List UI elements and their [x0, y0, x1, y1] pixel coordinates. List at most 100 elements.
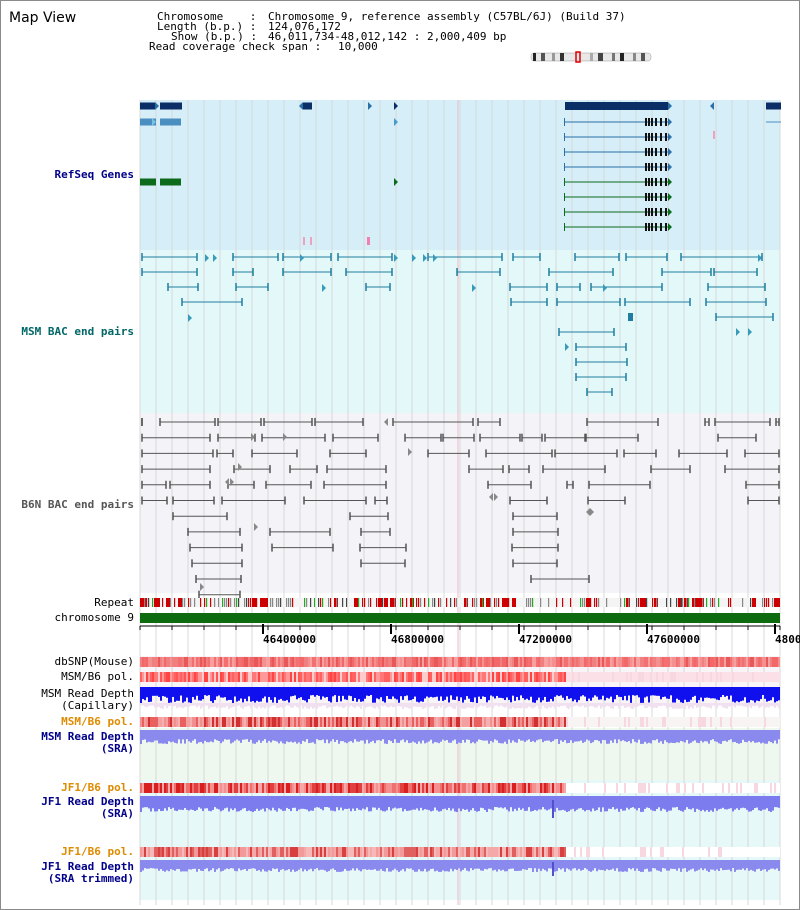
msm-sra-depth-bar: [738, 730, 740, 744]
dbsnp-cell: [410, 657, 412, 667]
jf1-pol-cell: [322, 783, 324, 793]
msm-bac-layer[interactable]: [141, 253, 774, 396]
jf1-sra-depth-bar: [176, 796, 178, 812]
msm-sra-depth-bar: [252, 730, 254, 744]
jf1-trim-depth-bar: [712, 860, 714, 870]
dbsnp-cell: [716, 657, 718, 667]
b6n-bac-layer[interactable]: [141, 418, 780, 599]
msm-sra-depth-bar: [206, 730, 208, 743]
msm-sra-depth-bar: [770, 730, 772, 743]
jf1-trim-depth-bar: [728, 860, 730, 870]
refseq-genes-layer[interactable]: [140, 102, 781, 245]
chromosome-ideogram[interactable]: [530, 51, 652, 63]
dbsnp-cell: [534, 657, 536, 667]
jf1-pol-trim-cell: [208, 847, 210, 857]
jf1-sra-depth-bar: [730, 796, 732, 809]
msm-pol-cell: [520, 672, 522, 682]
jf1-sra-depth-bar: [454, 796, 456, 812]
msm-sra-depth-bar: [278, 730, 280, 744]
jf1-pol-cell: [300, 783, 302, 793]
refseq-genes-label[interactable]: RefSeq Genes: [54, 168, 134, 181]
msm-pol-sra-cell: [616, 717, 618, 727]
jf1-sra-depth-bar: [206, 796, 208, 809]
jf1-pol-cell: [448, 783, 450, 793]
msm-b6-pol-sra-label[interactable]: MSM/B6 pol.: [61, 715, 134, 728]
msm-sra-depth-bar: [344, 730, 346, 743]
msm-sra-depth-bar: [590, 730, 592, 744]
jf1-pol-cell: [648, 783, 650, 793]
msm-capillary-depth-bar: [518, 687, 520, 701]
jf1-pol-trim-cell: [526, 847, 528, 857]
msm-capillary-depth-bar: [566, 687, 568, 697]
jf1-sra-depth-bar: [190, 796, 192, 810]
chromosome-bar[interactable]: [140, 613, 780, 623]
b6n-bac-label[interactable]: B6N BAC end pairs: [21, 498, 134, 511]
msm-pol-cell: [678, 672, 680, 682]
msm-capillary-depth-bar: [762, 687, 764, 696]
msm-pol-sra-cell: [710, 717, 712, 727]
jf1-pol-trim-cell: [640, 847, 642, 857]
jf1-sra-depth-bar: [172, 796, 174, 808]
jf1-pol-trim-cell: [166, 847, 168, 857]
jf1-pol-cell: [334, 783, 336, 793]
msm-sra-depth-bar: [304, 730, 306, 742]
msm-pol-cell: [358, 672, 360, 682]
msm-capillary-depth-bar: [336, 687, 338, 703]
jf1-depth-trim-label[interactable]: JF1 Read Depth: [41, 860, 134, 873]
msm-capillary-depth-bar: [640, 687, 642, 703]
msm-pol-sra-cell: [568, 717, 570, 727]
msm-depth-sra-label[interactable]: MSM Read Depth: [41, 730, 134, 743]
jf1-trim-depth-bar: [752, 860, 754, 871]
msm-pol-cell: [518, 672, 520, 682]
axis-tick: 47600000: [647, 633, 700, 646]
jf1-pol-cell: [210, 783, 212, 793]
repeat-element: [676, 598, 678, 607]
msm-sra-depth-bar: [188, 730, 190, 742]
jf1-sra-depth-bar: [532, 796, 534, 811]
dbsnp-cell: [264, 657, 266, 667]
jf1-pol-cell: [158, 783, 160, 793]
jf1-trim-depth-bar: [346, 860, 348, 871]
jf1-pol-trim-label[interactable]: JF1/B6 pol.: [61, 845, 134, 858]
msm-pol-cell: [418, 672, 420, 682]
msm-depth-cap-label[interactable]: MSM Read Depth: [41, 687, 134, 700]
msm-sra-depth-bar: [416, 730, 418, 744]
repeat-element: [272, 598, 274, 607]
msm-pol-sra-cell: [634, 717, 636, 727]
msm-sra-depth-bar: [222, 730, 224, 742]
msm-pol-sra-cell: [226, 717, 228, 727]
msm-bac-label[interactable]: MSM BAC end pairs: [21, 325, 134, 338]
jf1-pol-trim-cell: [704, 847, 706, 857]
msm-pol-cell: [454, 672, 456, 682]
msm-sra-depth-bar: [428, 730, 430, 742]
msm-sra-depth-bar: [646, 730, 648, 744]
repeat-element: [304, 598, 306, 607]
jf1-pol-trim-cell: [600, 847, 602, 857]
jf1-sra-depth-bar: [526, 796, 528, 811]
jf1-pol-label[interactable]: JF1/B6 pol.: [61, 781, 134, 794]
msm-capillary-depth-bar: [188, 687, 190, 703]
jf1-pol-cell: [466, 783, 468, 793]
dbsnp-cell: [612, 657, 614, 667]
msm-pol-cell: [186, 672, 188, 682]
jf1-sra-depth-bar: [244, 796, 246, 809]
msm-pol-sra-cell: [160, 717, 162, 727]
msm-capillary-depth-bar: [172, 687, 174, 697]
heatmap-layers[interactable]: [140, 657, 780, 876]
repeat-bar[interactable]: [140, 598, 780, 607]
dbsnp-label[interactable]: dbSNP(Mouse): [54, 655, 134, 668]
msm-capillary-depth-bar: [366, 687, 368, 696]
jf1-trim-depth-bar: [492, 860, 494, 871]
jf1-pol-trim-cell: [356, 847, 358, 857]
msm-b6-pol-label[interactable]: MSM/B6 pol.: [61, 670, 134, 683]
jf1-trim-depth-bar: [332, 860, 334, 869]
jf1-pol-cell: [452, 783, 454, 793]
jf1-trim-depth-bar: [368, 860, 370, 870]
msm-pol-cell: [470, 672, 472, 682]
jf1-depth-sra-label[interactable]: JF1 Read Depth: [41, 795, 134, 808]
msm-capillary-depth-bar: [746, 687, 748, 703]
jf1-trim-depth-bar: [222, 860, 224, 871]
jf1-pol-cell: [468, 783, 470, 793]
msm-pol-sra-cell: [712, 717, 714, 727]
